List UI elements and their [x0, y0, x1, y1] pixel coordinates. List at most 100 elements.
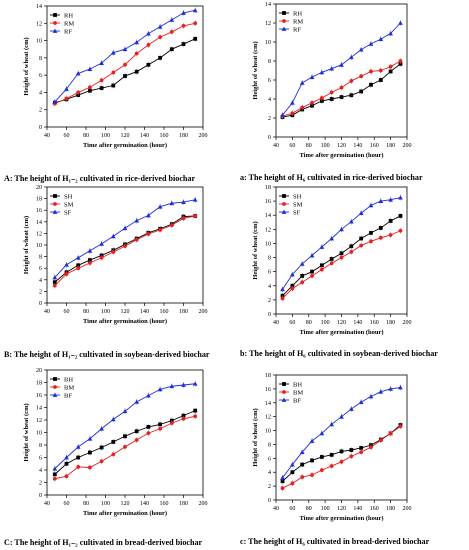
data-point	[193, 414, 198, 419]
chart-b: 40 60 80 100 120 140 160 180 200 0 2 4 6 8 10 12 14 16 18 T…	[252, 185, 412, 336]
data-point	[359, 243, 364, 248]
chart-C: 40 60 80 100 120 140 160 180 200 0 2 4 6 8 10 12 14 16 18 2…	[23, 368, 208, 517]
y-tick-label: 12	[265, 227, 271, 233]
data-point	[300, 280, 305, 285]
x-tick-label: 200	[199, 133, 208, 139]
data-point	[339, 85, 344, 90]
legend-marker	[281, 209, 287, 214]
series-line	[54, 383, 196, 470]
legend-label: BH	[293, 381, 302, 388]
x-tick-label: 40	[44, 501, 50, 507]
legend-marker	[281, 26, 287, 31]
series-BF	[280, 384, 403, 481]
data-point	[358, 210, 364, 216]
data-point	[339, 459, 344, 464]
y-tick-label: 0	[39, 493, 42, 499]
data-point	[76, 464, 81, 469]
x-tick-label: 60	[289, 143, 295, 149]
data-point	[329, 90, 334, 95]
data-point	[99, 445, 104, 450]
data-point	[134, 39, 140, 45]
x-tick-label: 100	[101, 501, 110, 507]
data-point	[359, 446, 364, 450]
data-point	[146, 232, 151, 236]
data-point	[398, 214, 403, 218]
legend-label: RH	[293, 10, 302, 17]
data-point	[99, 241, 104, 246]
x-tick-label: 180	[179, 309, 188, 315]
data-point	[193, 21, 198, 26]
data-point	[122, 408, 128, 414]
data-point	[388, 69, 393, 74]
y-tick-label: 10	[36, 243, 42, 249]
data-point	[369, 239, 373, 244]
x-tick-label: 140	[353, 506, 362, 512]
data-point	[169, 17, 175, 22]
data-point	[88, 85, 92, 90]
legend-marker	[282, 19, 286, 23]
data-point	[64, 262, 69, 267]
data-point	[339, 449, 344, 454]
legend-marker	[52, 209, 58, 214]
data-point	[111, 439, 116, 444]
data-point	[158, 228, 163, 232]
x-tick-label: 160	[370, 506, 379, 512]
y-tick-label: 18	[36, 381, 42, 387]
data-point	[134, 51, 139, 56]
data-point	[99, 459, 104, 464]
data-point	[123, 62, 127, 67]
x-tick-label: 80	[306, 506, 312, 512]
data-point	[52, 466, 58, 471]
series-line	[282, 230, 401, 299]
data-point	[181, 23, 186, 28]
data-point	[146, 42, 151, 47]
y-tick-label: 14	[265, 213, 271, 219]
data-point	[75, 71, 81, 76]
data-point	[329, 261, 334, 266]
data-point	[398, 20, 403, 25]
data-point	[398, 228, 403, 233]
data-point	[398, 385, 403, 390]
y-tick-label: 16	[265, 199, 271, 205]
data-point	[329, 257, 334, 261]
data-point	[169, 383, 175, 389]
data-point	[192, 7, 198, 13]
x-tick-label: 120	[121, 133, 130, 139]
y-tick-label: 6	[39, 73, 42, 79]
data-point	[146, 31, 151, 36]
data-point	[181, 413, 186, 418]
y-tick-label: 16	[265, 387, 271, 393]
caption-b: b: The height of H₆ cultivated in soybea…	[240, 349, 438, 358]
data-point	[76, 455, 81, 460]
data-point	[158, 55, 162, 60]
data-point	[169, 223, 174, 228]
y-tick-label: 14	[36, 4, 42, 10]
data-point	[76, 90, 81, 95]
data-point	[290, 100, 295, 105]
data-point	[192, 381, 198, 386]
y-tick-label: 2	[268, 298, 271, 304]
data-point	[64, 86, 69, 91]
data-point	[52, 476, 57, 481]
x-tick-label: 140	[353, 143, 362, 149]
data-point	[52, 99, 58, 104]
series-RF	[280, 20, 403, 119]
data-point	[329, 236, 335, 241]
x-tick-label: 160	[370, 320, 379, 326]
data-point	[88, 465, 92, 470]
data-point	[169, 200, 175, 206]
data-point	[87, 436, 93, 441]
y-tick-label: 10	[265, 241, 271, 247]
data-point	[329, 452, 334, 457]
data-point	[319, 455, 324, 459]
x-tick-label: 40	[44, 309, 50, 315]
data-point	[300, 105, 305, 110]
caption-A: A: The height of H₁₋₂ cultivated in rice…	[4, 174, 196, 183]
data-point	[146, 62, 151, 67]
data-point	[64, 455, 69, 460]
data-point	[157, 387, 163, 392]
series-line	[54, 9, 196, 103]
x-tick-label: 120	[121, 501, 130, 507]
data-point	[146, 393, 151, 398]
series-SF	[280, 194, 403, 293]
